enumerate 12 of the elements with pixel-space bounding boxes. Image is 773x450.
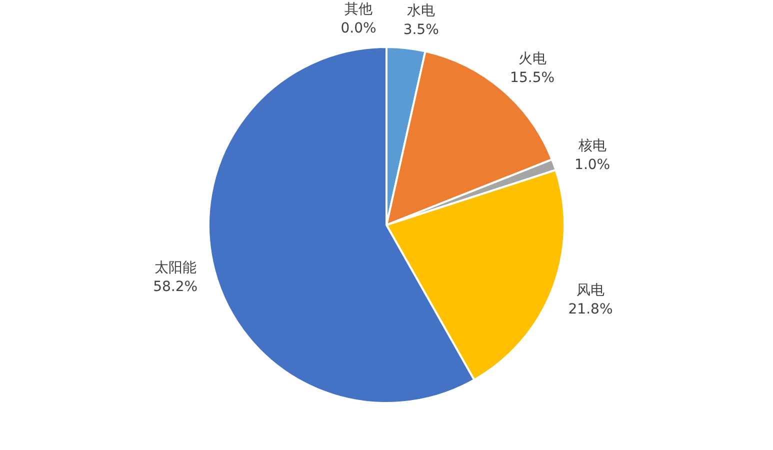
category-label: 其他: [344, 2, 372, 18]
slice-label: 核电: [577, 138, 606, 154]
slice-label: 火电: [518, 50, 546, 67]
slice-label: 风电: [576, 282, 605, 298]
text: 0.0%: [340, 20, 376, 37]
data-label: 1.0%: [574, 156, 610, 173]
data-label: 3.5%: [403, 22, 439, 38]
data-label: 15.5%: [510, 70, 555, 86]
slice-label: 水电: [407, 2, 436, 19]
slice-label: 太阳能: [154, 260, 196, 276]
data-label: 58.2%: [153, 279, 198, 296]
data-label: 21.8%: [568, 301, 613, 318]
